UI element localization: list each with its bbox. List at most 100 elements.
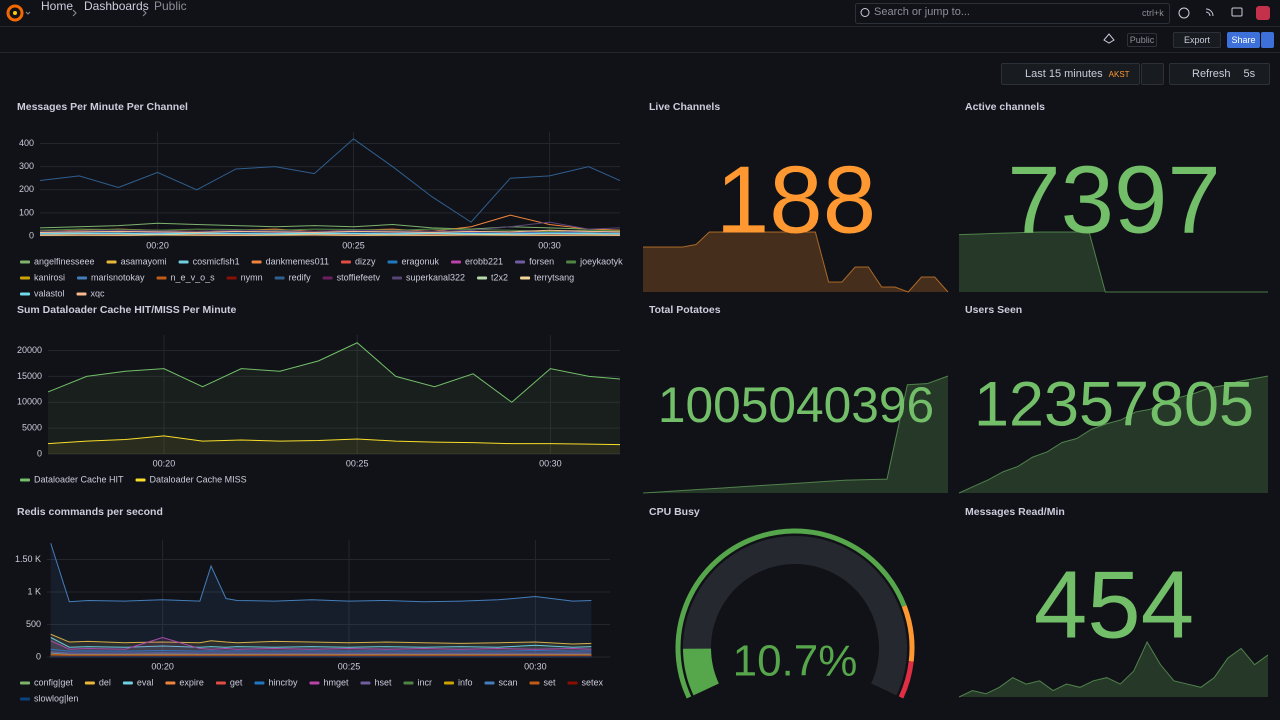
legend-swatch xyxy=(20,697,30,701)
panel xyxy=(640,95,952,295)
legend-swatch xyxy=(567,681,578,685)
logo[interactable] xyxy=(6,4,24,22)
time-picker[interactable]: Last 15 minutes AKST xyxy=(1001,63,1140,85)
breadcrumb-separator xyxy=(72,9,77,17)
x-tick-label: 00:20 xyxy=(146,240,169,250)
breadcrumb[interactable]: Home xyxy=(41,0,74,13)
kiosk-icon[interactable] xyxy=(1231,7,1243,17)
panel-title: Total Potatoes xyxy=(649,304,721,316)
legend-label: incr xyxy=(417,677,432,687)
legend-label: hset xyxy=(374,677,392,687)
legend-label: joeykaotyk xyxy=(579,256,623,266)
panel xyxy=(956,500,1272,700)
series-line xyxy=(39,222,621,231)
legend-label: angelfinesseee xyxy=(34,256,95,266)
legend-swatch xyxy=(251,260,262,264)
legend-swatch xyxy=(387,260,398,264)
legend-label: marisnotokay xyxy=(91,272,145,282)
legend-swatch xyxy=(340,260,351,264)
legend-label: kanirosi xyxy=(34,272,65,282)
series-line xyxy=(39,232,621,234)
panel xyxy=(956,95,1272,295)
y-tick-label: 400 xyxy=(19,138,34,148)
panel-title: Messages Read/Min xyxy=(965,506,1065,518)
threshold-arc xyxy=(901,605,915,662)
time-range: Last 15 minutes xyxy=(1025,68,1103,80)
share-menu[interactable] xyxy=(1261,32,1274,48)
public-badge: Public xyxy=(1127,33,1157,47)
legend-swatch xyxy=(215,681,226,685)
share-button[interactable]: Share xyxy=(1227,32,1260,48)
breadcrumb-separator xyxy=(142,9,147,17)
legend-label: xqc xyxy=(91,288,106,298)
legend-swatch xyxy=(20,478,30,482)
legend-label: valastol xyxy=(34,288,65,298)
legend-label: n_e_v_o_s xyxy=(171,272,216,282)
sparkline-area xyxy=(959,642,1268,697)
x-tick-label: 00:20 xyxy=(153,458,176,468)
legend-label: expire xyxy=(179,677,204,687)
legend-label: forsen xyxy=(529,256,554,266)
panel-title: Live Channels xyxy=(649,101,720,113)
legend-label: eragonuk xyxy=(401,256,439,266)
series-line xyxy=(39,229,621,234)
stat-value: 7397 xyxy=(1007,146,1221,253)
legend-label: erobb221 xyxy=(465,256,503,266)
legend-swatch xyxy=(135,478,146,482)
legend-swatch xyxy=(322,276,333,280)
y-tick-label: 0 xyxy=(36,651,41,661)
series-line xyxy=(50,651,592,654)
legend-label: scan xyxy=(499,677,518,687)
panel-title: Users Seen xyxy=(965,304,1022,316)
legend-swatch xyxy=(165,681,176,685)
sparkline-area xyxy=(959,376,1268,493)
legend-label: cosmicfish1 xyxy=(193,256,240,266)
search-box[interactable] xyxy=(855,3,1170,24)
y-tick-label: 300 xyxy=(19,161,34,171)
legend-swatch xyxy=(274,276,285,280)
refresh-picker[interactable]: Refresh 5s xyxy=(1169,63,1270,85)
x-tick-label: 00:30 xyxy=(538,240,561,250)
gauge-value xyxy=(683,648,720,696)
legend-label: Dataloader Cache MISS xyxy=(150,474,247,484)
legend-swatch xyxy=(76,292,87,296)
legend-swatch xyxy=(484,681,495,685)
series-line xyxy=(50,633,592,645)
refresh-interval: 5s xyxy=(1243,68,1256,80)
series-area xyxy=(48,435,620,454)
logo-dot xyxy=(13,11,17,15)
legend-label: set xyxy=(544,677,557,687)
breadcrumb[interactable]: Dashboards xyxy=(84,0,149,13)
avatar[interactable] xyxy=(1256,6,1270,20)
zoom-out-button[interactable] xyxy=(1141,63,1164,85)
legend-swatch xyxy=(360,681,371,685)
y-tick-label: 100 xyxy=(19,207,34,217)
x-tick-label: 00:30 xyxy=(539,458,562,468)
legend-swatch xyxy=(309,681,320,685)
stat-value: 454 xyxy=(1034,551,1194,658)
y-tick-label: 200 xyxy=(19,184,34,194)
legend-swatch xyxy=(84,681,95,685)
news-icon[interactable] xyxy=(1205,8,1214,17)
x-tick-label: 00:20 xyxy=(151,661,174,671)
legend-label: t2x2 xyxy=(491,272,508,282)
x-tick-label: 00:25 xyxy=(338,661,361,671)
x-tick-label: 00:25 xyxy=(346,458,369,468)
y-tick-label: 1.50 K xyxy=(15,554,41,564)
star-icon[interactable] xyxy=(1103,33,1115,44)
legend-label: redify xyxy=(289,272,312,282)
legend-swatch xyxy=(106,260,117,264)
series-line xyxy=(50,543,592,603)
help-icon[interactable] xyxy=(1178,7,1190,19)
y-tick-label: 5000 xyxy=(22,423,42,433)
legend-label: setex xyxy=(582,677,604,687)
panel-title: Redis commands per second xyxy=(17,506,163,518)
x-tick-label: 00:30 xyxy=(524,661,547,671)
legend-swatch xyxy=(392,276,402,280)
legend-swatch xyxy=(451,260,462,264)
panel xyxy=(956,298,1272,496)
export-button[interactable]: Export xyxy=(1173,32,1221,48)
sparkline-line xyxy=(958,375,1269,494)
